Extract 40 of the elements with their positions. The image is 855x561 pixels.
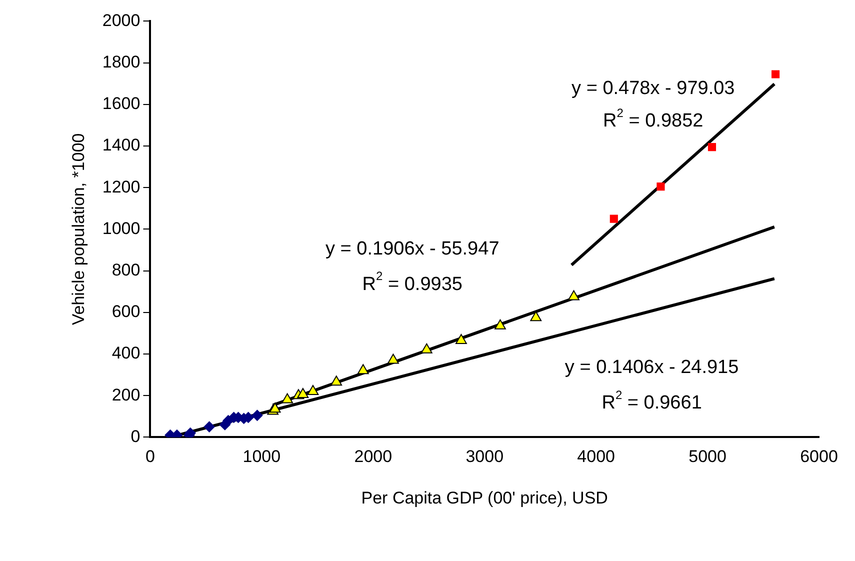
y-tick-label: 0 — [130, 426, 140, 446]
point — [456, 334, 467, 344]
x-tick-label: 4000 — [577, 447, 615, 466]
x-tick-label: 3000 — [466, 447, 504, 466]
x-tick-label: 1000 — [242, 447, 281, 466]
point — [357, 364, 369, 374]
x-tick-label: 0 — [145, 447, 155, 466]
point — [307, 384, 319, 395]
y-tick-label: 200 — [112, 385, 140, 404]
x-axis-title: Per Capita GDP (00' price), USD — [361, 488, 608, 508]
y-tick-label: 1000 — [102, 218, 140, 238]
x-tick-label: 2000 — [354, 447, 392, 466]
point — [388, 354, 399, 364]
point — [494, 319, 506, 330]
y-tick-label: 1400 — [102, 136, 140, 155]
point — [297, 388, 309, 398]
y-tick-label: 800 — [112, 260, 140, 280]
y-tick-label: 1600 — [102, 94, 140, 114]
x-tick-label: 6000 — [800, 447, 838, 466]
point — [282, 393, 294, 404]
point — [530, 311, 542, 322]
point — [420, 343, 432, 354]
point — [568, 290, 580, 300]
point — [656, 182, 665, 191]
x-tick-label: 5000 — [688, 447, 726, 466]
point — [771, 70, 780, 78]
point — [252, 410, 263, 421]
y-axis-title: Vehicle population, *1000 — [68, 133, 88, 326]
point — [708, 143, 716, 152]
annotation: y = 0.1906x - 55.947 — [326, 238, 500, 260]
y-tick-label: 1200 — [102, 177, 140, 196]
point — [204, 421, 215, 432]
point — [330, 376, 342, 386]
annotation: y = 0.1406x - 24.915 — [564, 356, 739, 378]
annotation: y = 0.478x - 979.03 — [572, 78, 735, 99]
y-tick-label: 600 — [112, 302, 140, 322]
y-tick-label: 2000 — [102, 10, 140, 30]
y-tick-label: 1800 — [102, 52, 140, 72]
y-tick-label: 400 — [112, 344, 140, 363]
point — [610, 214, 618, 223]
